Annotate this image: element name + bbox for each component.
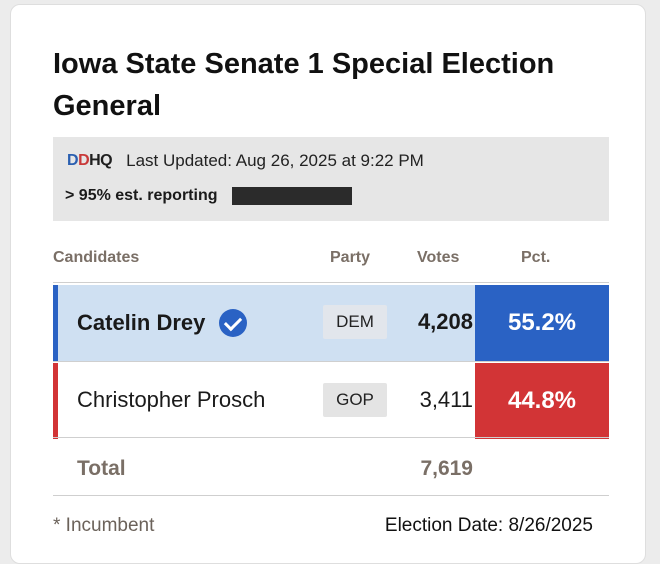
reporting-label: > 95% est. reporting (65, 187, 218, 204)
status-row: DDHQ Last Updated: Aug 26, 2025 at 9:22 … (67, 151, 424, 171)
results-card: Iowa State Senate 1 Special Election Gen… (10, 4, 646, 564)
header-votes: Votes (417, 249, 460, 266)
divider (53, 282, 609, 283)
header-pct: Pct. (521, 249, 551, 266)
candidate-name: Catelin Drey (77, 310, 206, 335)
header-party: Party (330, 249, 371, 266)
reporting-progress-fill (231, 187, 346, 205)
status-panel: DDHQ Last Updated: Aug 26, 2025 at 9:22 … (53, 137, 609, 221)
divider (53, 361, 609, 362)
total-label: Total (77, 457, 126, 480)
party-badge: GOP (323, 383, 387, 417)
ddhq-logo: DDHQ (67, 152, 113, 169)
header-candidates: Candidates (53, 249, 140, 266)
divider (53, 495, 609, 496)
candidate-pct: 44.8% (475, 363, 609, 439)
candidate-votes: 3,411 (419, 387, 473, 412)
incumbent-note: * Incumbent (53, 515, 155, 536)
candidate-row-drey[interactable]: Catelin Drey DEM 4,208 55.2% (53, 285, 609, 361)
last-updated-text: Last Updated: Aug 26, 2025 at 9:22 PM (126, 151, 424, 170)
total-votes: 7,619 (420, 457, 473, 480)
divider (53, 437, 609, 438)
page-title: Iowa State Senate 1 Special Election Gen… (53, 48, 555, 122)
party-color-bar (53, 363, 58, 439)
candidate-row-prosch[interactable]: Christopher Prosch GOP 3,411 44.8% (53, 363, 609, 439)
candidate-name-cell: Catelin Drey (77, 309, 248, 337)
election-date: Election Date: 8/26/2025 (384, 515, 593, 536)
reporting-row: > 95% est. reporting (65, 187, 352, 205)
party-color-bar (53, 285, 58, 361)
winner-check-icon (219, 309, 248, 337)
candidate-votes: 4,208 (417, 309, 473, 334)
reporting-progress-bar (231, 187, 352, 205)
candidate-name: Christopher Prosch (77, 387, 266, 412)
candidate-pct: 55.2% (475, 285, 609, 361)
party-badge: DEM (323, 305, 387, 339)
